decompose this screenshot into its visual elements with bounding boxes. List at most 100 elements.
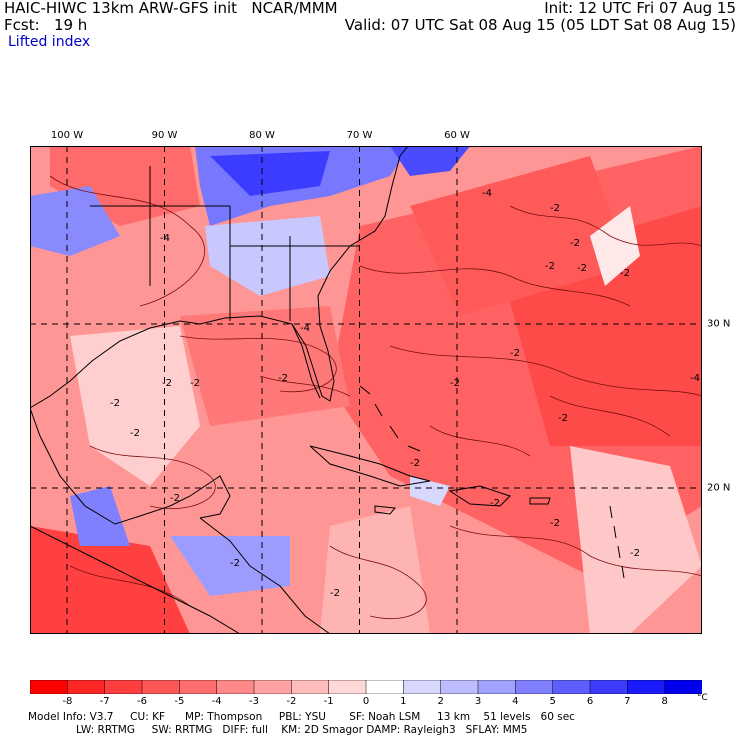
coastline <box>374 505 396 515</box>
contour-label: -2 <box>190 378 200 389</box>
colorbar-swatch <box>477 680 517 694</box>
colorbar-swatch <box>365 680 405 694</box>
colorbar-swatch <box>552 680 591 694</box>
coastline <box>407 445 421 452</box>
contour-label: -4 <box>300 323 310 334</box>
coastline <box>359 385 371 395</box>
colorbar-swatch <box>515 680 554 694</box>
longitude-label: 70 W <box>346 130 373 141</box>
lifted-index-field <box>30 146 702 634</box>
field-region <box>170 536 290 596</box>
longitude-label: 90 W <box>151 130 178 141</box>
contour-label: -2 <box>230 558 240 569</box>
valid-time: Valid: 07 UTC Sat 08 Aug 15 (05 LDT Sat … <box>344 16 736 34</box>
fcst-value: 19 h <box>53 16 88 34</box>
header-right: Init: 12 UTC Fri 07 Aug 15 Valid: 07 UTC… <box>345 0 736 34</box>
coastline <box>617 545 621 559</box>
colorbar-unit: °C <box>697 693 708 703</box>
contour-label: -2 <box>162 378 172 389</box>
fcst-label: Fcst: <box>4 16 40 34</box>
coastline <box>609 505 613 519</box>
field-region <box>410 156 630 316</box>
init-time: Init: 12 UTC Fri 07 Aug 15 <box>544 0 736 17</box>
contour-label: -2 <box>450 378 460 389</box>
longitude-label: 60 W <box>444 130 470 141</box>
contour-label: -2 <box>170 493 180 504</box>
contour-label: -2 <box>558 413 568 424</box>
contour-line <box>449 525 702 577</box>
coastline <box>374 403 383 417</box>
coastline <box>621 565 625 579</box>
latitude-label: 30 N <box>707 318 731 330</box>
colorbar-tick-label: 6 <box>586 696 594 707</box>
coastline <box>30 525 241 634</box>
lifted-index-map: -4 -2 -2 -2 -4 -2 -2 -2 -4 -2 -2 -2 -2 -2 -2 -2 -4 -2 -2 -2… <box>30 146 702 634</box>
field-region <box>320 506 430 634</box>
contour-label: -2 <box>630 548 640 559</box>
contour-line <box>259 375 351 397</box>
colorbar-swatch <box>253 680 293 694</box>
colorbar-tick-label: -2 <box>286 696 297 707</box>
colorbar-tick-label: 5 <box>549 696 556 707</box>
field-region <box>30 186 120 256</box>
colorbar-tick-label: 8 <box>661 696 668 707</box>
contour-line <box>329 545 427 620</box>
colorbar-swatch <box>589 680 629 694</box>
coastline <box>448 485 511 507</box>
field-region <box>410 476 450 506</box>
colorbar-tick-label: -4 <box>211 696 222 707</box>
coastline <box>529 497 551 505</box>
lat-lon-gridlines <box>30 146 702 634</box>
header-left: HAIC-HIWC 13km ARW-GFS init NCAR/MMM Fcs… <box>4 0 338 34</box>
colorbar-tick-label: 1 <box>400 696 407 707</box>
colorbar-tick-label: -6 <box>137 696 147 707</box>
colorbar-tick-label: 4 <box>512 696 519 707</box>
colorbar-tick-label: -3 <box>249 696 259 707</box>
coastline <box>199 517 331 634</box>
colorbar-swatch <box>328 680 367 694</box>
contour-label: -2 <box>278 373 288 384</box>
contour-label: -2 <box>130 428 140 439</box>
colorbar-swatch <box>30 680 69 694</box>
colorbar-tick-label: -7 <box>99 696 110 707</box>
field-region <box>590 206 640 286</box>
colorbar-swatch <box>291 680 330 694</box>
colorbar-swatch <box>141 680 181 694</box>
contour-labels: -4 -2 -2 -2 -4 -2 -2 -2 -4 -2 -2 -2 -2 -2 -2 -2 -4 -2 -2 -2… <box>110 188 700 599</box>
colorbar-swatch <box>216 680 255 694</box>
field-region <box>205 216 330 296</box>
colorbar-tick-label: 0 <box>362 696 370 707</box>
colorbar-tick-label: -8 <box>62 696 73 707</box>
contour-label: -4 <box>160 233 170 244</box>
colorbar-tick-label: 7 <box>624 696 631 707</box>
field-region <box>70 326 200 486</box>
field-region <box>30 526 190 634</box>
contour-line <box>359 265 631 307</box>
colorbar-swatch <box>440 680 479 694</box>
contour-line <box>89 445 216 510</box>
colorbar-tick-label: 3 <box>474 696 482 707</box>
longitude-label: 80 W <box>249 130 275 141</box>
colorbar-tick-label: 2 <box>437 696 444 707</box>
model-title: HAIC-HIWC 13km ARW-GFS init <box>4 0 238 17</box>
coastline <box>291 323 321 399</box>
latitude-label: 20 N <box>707 482 731 494</box>
colorbar-tick-label: -1 <box>323 696 334 707</box>
contour-line <box>69 565 191 607</box>
colorbar-swatch <box>67 680 106 694</box>
contour-label: -2 <box>490 498 500 509</box>
contour-label: -2 <box>550 203 560 214</box>
colorbar-swatch <box>104 680 143 694</box>
contour-label: -2 <box>510 348 520 359</box>
coastline <box>613 525 617 539</box>
colorbar <box>30 680 702 694</box>
contour-line <box>389 345 702 397</box>
contour-label: -2 <box>577 263 587 274</box>
field-region <box>70 486 130 546</box>
longitude-label: 100 W <box>50 130 84 141</box>
field-region <box>180 306 350 426</box>
contour-label: -2 <box>620 268 630 279</box>
org-label: NCAR/MMM <box>251 0 338 17</box>
contour-label: -2 <box>545 261 555 272</box>
coastline <box>30 407 231 525</box>
